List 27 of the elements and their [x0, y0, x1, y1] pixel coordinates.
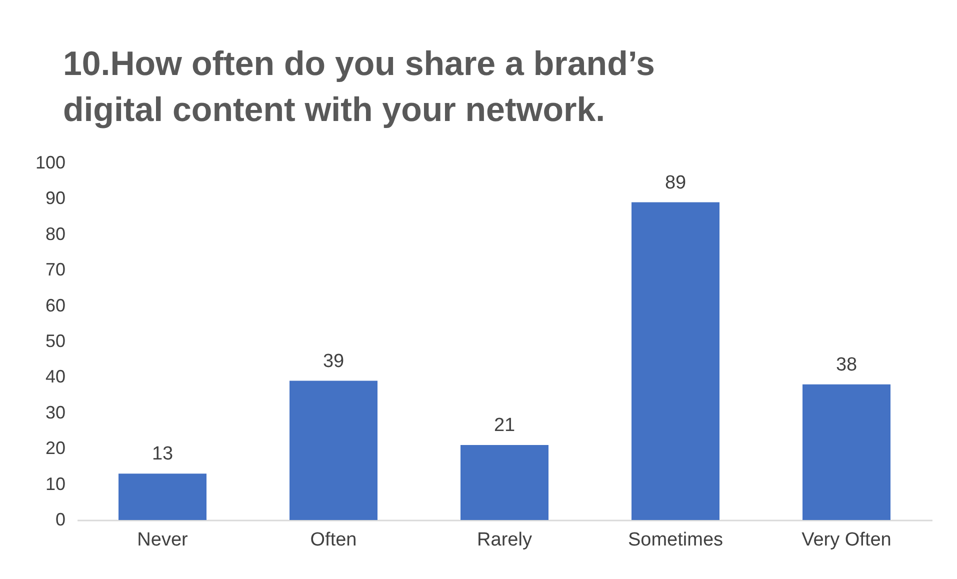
bar — [290, 380, 378, 520]
x-tick-label: Sometimes — [628, 530, 724, 550]
bar — [802, 384, 890, 520]
data-label: 39 — [322, 350, 344, 372]
x-tick-label: Rarely — [477, 530, 532, 550]
bar — [632, 202, 720, 520]
y-tick-label: 80 — [45, 224, 66, 244]
data-label: 13 — [152, 444, 174, 465]
y-tick-label: 10 — [45, 474, 66, 494]
bar — [118, 474, 206, 520]
y-tick-label: 90 — [45, 188, 66, 208]
bar — [460, 445, 548, 520]
x-tick-label: Very Often — [802, 530, 892, 550]
chart-title: 10.How often do you share a brand’s digital content with your network. — [62, 45, 655, 129]
x-tick-label: Never — [137, 530, 189, 550]
x-tick-label: Often — [310, 530, 357, 550]
data-label: 21 — [494, 415, 516, 436]
y-tick-label: 50 — [45, 331, 66, 351]
y-tick-label: 30 — [45, 402, 66, 422]
y-tick-label: 40 — [45, 366, 66, 387]
y-tick-label: 70 — [45, 260, 66, 280]
data-label: 38 — [836, 354, 858, 376]
y-tick-label: 60 — [45, 295, 66, 316]
data-label: 89 — [664, 172, 686, 194]
y-tick-label: 100 — [35, 152, 66, 172]
y-tick-label: 20 — [45, 438, 66, 458]
y-tick-label: 0 — [55, 510, 66, 530]
